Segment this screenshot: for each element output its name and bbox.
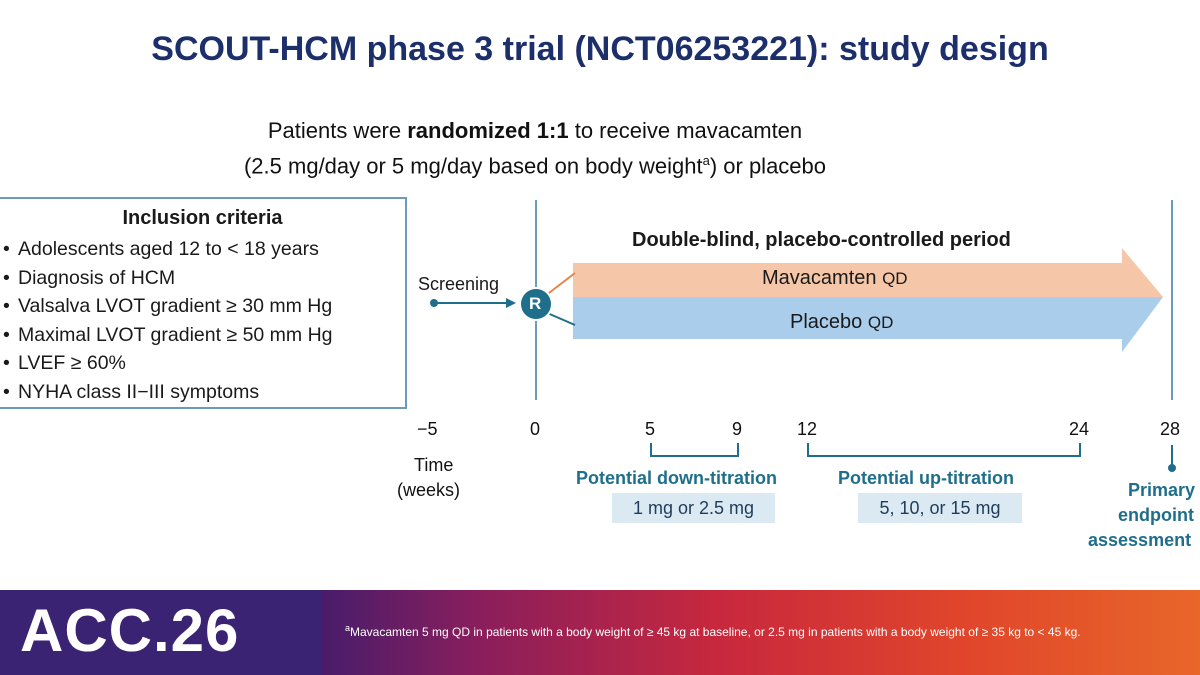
- placebo-arm-label: Placebo QD: [790, 311, 893, 334]
- study-timeline-diagram: [430, 200, 1176, 472]
- criterion-item: Valsalva LVOT gradient ≥ 30 mm Hg: [0, 292, 405, 321]
- mavacamten-arm-label: Mavacamten QD: [762, 267, 908, 290]
- tick-label: −5: [417, 419, 438, 439]
- mavacamten-label: Mavacamten: [762, 267, 877, 289]
- tick-label: 28: [1160, 419, 1181, 439]
- footnote-marker: a: [345, 623, 351, 633]
- inclusion-criteria-list: Adolescents aged 12 to < 18 years Diagno…: [0, 235, 405, 406]
- time-axis-unit: (weeks): [397, 480, 461, 500]
- up-titration-bracket: [807, 443, 1081, 457]
- footnote: aMavacamten 5 mg QD in patients with a b…: [345, 621, 1185, 640]
- subtitle-line1-post: to receive mavacamten: [568, 118, 803, 143]
- r-to-placebo-line: [544, 311, 576, 326]
- subtitle-footnote-marker: a: [702, 153, 710, 168]
- criterion-item: NYHA class II−III symptoms: [0, 378, 405, 407]
- footer-banner: ACC.26 aMavacamten 5 mg QD in patients w…: [0, 590, 1200, 675]
- period-label: Double-blind, placebo-controlled period: [632, 229, 1011, 251]
- down-titration-title: Potential down-titration: [576, 468, 777, 488]
- tick-label: 5: [645, 419, 656, 439]
- subtitle-bold: randomized 1:1: [407, 118, 569, 143]
- footnote-text: Mavacamten 5 mg QD in patients with a bo…: [350, 625, 1081, 639]
- randomization-label: R: [529, 294, 542, 313]
- criterion-item: LVEF ≥ 60%: [0, 349, 405, 378]
- up-titration-title: Potential up-titration: [838, 468, 1014, 488]
- mavacamten-qd-label: QD: [882, 269, 908, 288]
- endpoint-marker-dot: [1168, 464, 1176, 472]
- tick-label: 24: [1069, 419, 1090, 439]
- endpoint-label-line1: Primary: [1128, 480, 1196, 500]
- subtitle-line1-pre: Patients were: [267, 118, 408, 143]
- randomization-description: Patients were randomized 1:1 to receive …: [0, 116, 1070, 181]
- placebo-qd-label: QD: [867, 313, 894, 332]
- slide-title: SCOUT-HCM phase 3 trial (NCT06253221): s…: [151, 30, 1049, 68]
- randomization-circle: [519, 287, 553, 321]
- time-axis-label: Time: [414, 455, 454, 475]
- inclusion-criteria-title: Inclusion criteria: [122, 207, 283, 229]
- endpoint-label-line3: assessment: [1088, 530, 1192, 550]
- acc-logo: ACC.26: [20, 597, 240, 664]
- placebo-arm-arrow: [573, 297, 1163, 352]
- criterion-item: Maximal LVOT gradient ≥ 50 mm Hg: [0, 321, 405, 350]
- r-to-mavacamten-line: [544, 272, 576, 297]
- criterion-item: Adolescents aged 12 to < 18 years: [0, 235, 405, 264]
- down-titration-dose: 1 mg or 2.5 mg: [612, 493, 775, 523]
- subtitle-line2-post: ) or placebo: [709, 153, 827, 179]
- inclusion-criteria-box: Inclusion criteria Adolescents aged 12 t…: [0, 197, 407, 409]
- footer-logo-panel: [0, 590, 322, 675]
- subtitle-line2-pre: (2.5 mg/day or 5 mg/day based on body we…: [243, 153, 703, 179]
- down-titration-bracket: [650, 443, 739, 457]
- screening-label: Screening: [418, 274, 500, 294]
- tick-label: 9: [732, 419, 743, 439]
- endpoint-label-line2: endpoint: [1118, 505, 1194, 525]
- placebo-label: Placebo: [790, 311, 863, 333]
- criterion-item: Diagnosis of HCM: [0, 264, 405, 293]
- tick-label: 0: [530, 419, 541, 439]
- up-titration-dose: 5, 10, or 15 mg: [858, 493, 1022, 523]
- mavacamten-arm-arrow: [573, 248, 1163, 297]
- tick-label: 12: [797, 419, 818, 439]
- screening-arrowhead: [506, 298, 516, 308]
